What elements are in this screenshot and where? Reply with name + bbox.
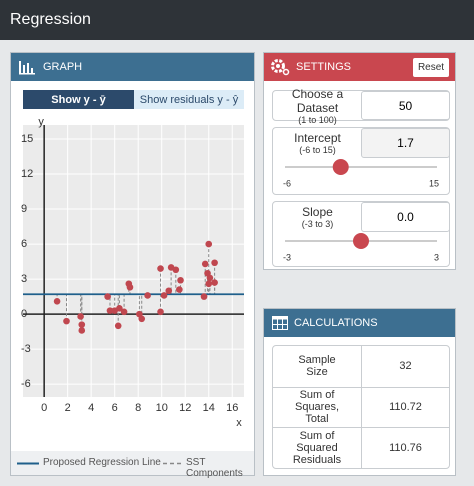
data-point — [160, 292, 168, 299]
x-tick-label: 16 — [226, 402, 238, 414]
table-icon — [272, 316, 288, 330]
x-axis-label: x — [236, 417, 242, 429]
x-tick-label: 0 — [41, 402, 47, 414]
calc-value: 110.76 — [361, 427, 449, 468]
data-point — [206, 274, 214, 282]
legend-label: SST Components — [186, 457, 243, 479]
graph-title: GRAPH — [43, 61, 83, 73]
x-tick-label: 12 — [179, 402, 191, 414]
graph-panel: GRAPH Show y - ȳ Show residuals y - ŷ -6… — [10, 52, 255, 479]
y-tick-label: -6 — [21, 378, 31, 390]
data-point — [120, 308, 128, 316]
y-tick-label: 15 — [21, 133, 33, 145]
slider-thumb — [353, 233, 369, 249]
data-point — [211, 279, 218, 286]
label: Slope — [302, 205, 333, 219]
x-tick-label: 2 — [65, 402, 71, 414]
data-point — [177, 276, 184, 284]
range: (1 to 100) — [298, 114, 337, 125]
label: Choose a Dataset — [291, 86, 344, 115]
graph-header: GRAPH — [11, 53, 254, 81]
graph-icon — [19, 61, 35, 75]
data-point — [138, 315, 146, 323]
x-tick-label: 10 — [156, 402, 168, 414]
legend: Proposed Regression Line SST Components — [11, 451, 254, 479]
legend-dash-icon — [163, 462, 183, 465]
slope-slider[interactable]: -3 3 — [273, 232, 449, 266]
y-tick-label: 12 — [21, 168, 33, 180]
calc-value: 110.72 — [361, 386, 449, 428]
legend-label: Proposed Regression Line — [43, 457, 161, 468]
legend-line-icon — [17, 462, 39, 465]
data-point — [144, 292, 151, 299]
intercept-label: Intercept (-6 to 15) — [273, 128, 362, 158]
calculations-header: CALCULATIONS — [264, 309, 455, 337]
y-tick-label: 3 — [21, 273, 27, 285]
x-tick-label: 14 — [203, 402, 215, 414]
calc-label: Sample Size — [298, 354, 336, 379]
y-tick-label: 9 — [21, 203, 27, 215]
label: Intercept — [294, 131, 341, 145]
calculations-title: CALCULATIONS — [294, 317, 378, 329]
data-point — [201, 260, 209, 268]
settings-title: SETTINGS — [296, 61, 352, 73]
data-point — [53, 297, 61, 305]
slider-min: -3 — [283, 252, 291, 262]
data-point — [157, 308, 164, 316]
y-tick-label: 6 — [21, 238, 27, 250]
calculations-table: Sample Size 32 Sum of Squares, Total 110.72… — [272, 345, 450, 469]
slope-input[interactable]: 0.0 — [361, 202, 450, 232]
app-title: Regression — [0, 0, 474, 40]
data-point — [205, 280, 213, 288]
data-point — [126, 283, 134, 291]
settings-panel: SETTINGS Reset Choose a Dataset (1 to 100… — [263, 52, 456, 270]
calculations-panel: CALCULATIONS Sample Size 32 Sum of Squares… — [263, 308, 456, 476]
slider-max: 3 — [434, 252, 439, 262]
data-point — [165, 287, 173, 295]
intercept-control: Intercept (-6 to 15) 1.7 -6 15 — [272, 127, 450, 195]
show-sst-button[interactable]: Show y - ȳ — [23, 90, 134, 109]
slider-max: 15 — [429, 178, 439, 188]
intercept-slider[interactable]: -6 15 — [273, 158, 449, 194]
data-point — [78, 321, 86, 328]
data-point — [172, 266, 180, 274]
data-point — [104, 293, 111, 300]
show-residuals-button[interactable]: Show residuals y - ŷ — [134, 90, 244, 109]
x-tick-label: 6 — [112, 402, 118, 414]
data-point — [200, 293, 208, 300]
dataset-control: Choose a Dataset (1 to 100) 50 — [272, 87, 450, 125]
data-point — [205, 240, 213, 248]
range: (-3 to 3) — [301, 219, 334, 229]
intercept-input[interactable]: 1.7 — [361, 128, 450, 158]
data-point — [106, 307, 114, 314]
data-point — [78, 327, 86, 334]
reset-button[interactable]: Reset — [413, 58, 449, 77]
calc-label: Sum of Squared Residuals — [273, 427, 361, 468]
x-tick-label: 8 — [135, 402, 141, 414]
slope-control: Slope (-3 to 3) 0.0 -3 3 — [272, 201, 450, 267]
data-point — [114, 322, 122, 330]
data-point — [63, 317, 70, 325]
dataset-input[interactable]: 50 — [361, 91, 450, 120]
gear-icon — [271, 59, 290, 76]
data-point — [116, 304, 123, 312]
dataset-label: Choose a Dataset (1 to 100) — [273, 87, 362, 125]
y-tick-label: -3 — [21, 343, 31, 355]
y-axis-label: y — [38, 116, 44, 128]
calc-label: Sum of Squares, Total — [273, 386, 361, 428]
data-point — [176, 286, 183, 293]
slider-thumb — [332, 159, 349, 175]
range: (-6 to 15) — [299, 145, 336, 155]
scatter-chart: -6-3036912150246810121416yx — [21, 116, 244, 429]
data-point — [211, 259, 218, 267]
calc-value: 32 — [361, 346, 449, 387]
slider-min: -6 — [283, 178, 291, 188]
plot-area — [23, 125, 244, 397]
slope-label: Slope (-3 to 3) — [273, 202, 362, 232]
data-point — [157, 265, 164, 272]
data-point — [77, 313, 84, 320]
x-tick-label: 4 — [88, 402, 94, 414]
